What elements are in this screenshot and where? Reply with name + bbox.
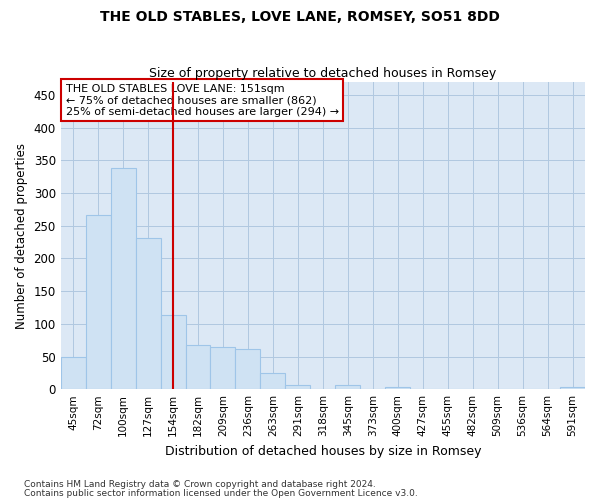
Bar (335, 386, 360, 389)
Bar (560, 386, 585, 389)
Bar (235, 350, 260, 389)
Title: Size of property relative to detached houses in Romsey: Size of property relative to detached ho… (149, 66, 496, 80)
Bar (61, 356, 86, 389)
Text: THE OLD STABLES, LOVE LANE, ROMSEY, SO51 8DD: THE OLD STABLES, LOVE LANE, ROMSEY, SO51… (100, 10, 500, 24)
Bar (86, 214, 110, 389)
Bar (260, 374, 286, 389)
Text: THE OLD STABLES LOVE LANE: 151sqm
← 75% of detached houses are smaller (862)
25%: THE OLD STABLES LOVE LANE: 151sqm ← 75% … (66, 84, 339, 117)
Bar (110, 168, 136, 389)
Y-axis label: Number of detached properties: Number of detached properties (15, 142, 28, 328)
Bar (185, 344, 211, 389)
Bar (286, 384, 310, 389)
X-axis label: Distribution of detached houses by size in Romsey: Distribution of detached houses by size … (164, 444, 481, 458)
Text: Contains HM Land Registry data © Crown copyright and database right 2024.: Contains HM Land Registry data © Crown c… (24, 480, 376, 489)
Bar (211, 346, 235, 389)
Bar (136, 238, 161, 389)
Text: Contains public sector information licensed under the Open Government Licence v3: Contains public sector information licen… (24, 488, 418, 498)
Bar (161, 314, 185, 389)
Bar (385, 386, 410, 389)
